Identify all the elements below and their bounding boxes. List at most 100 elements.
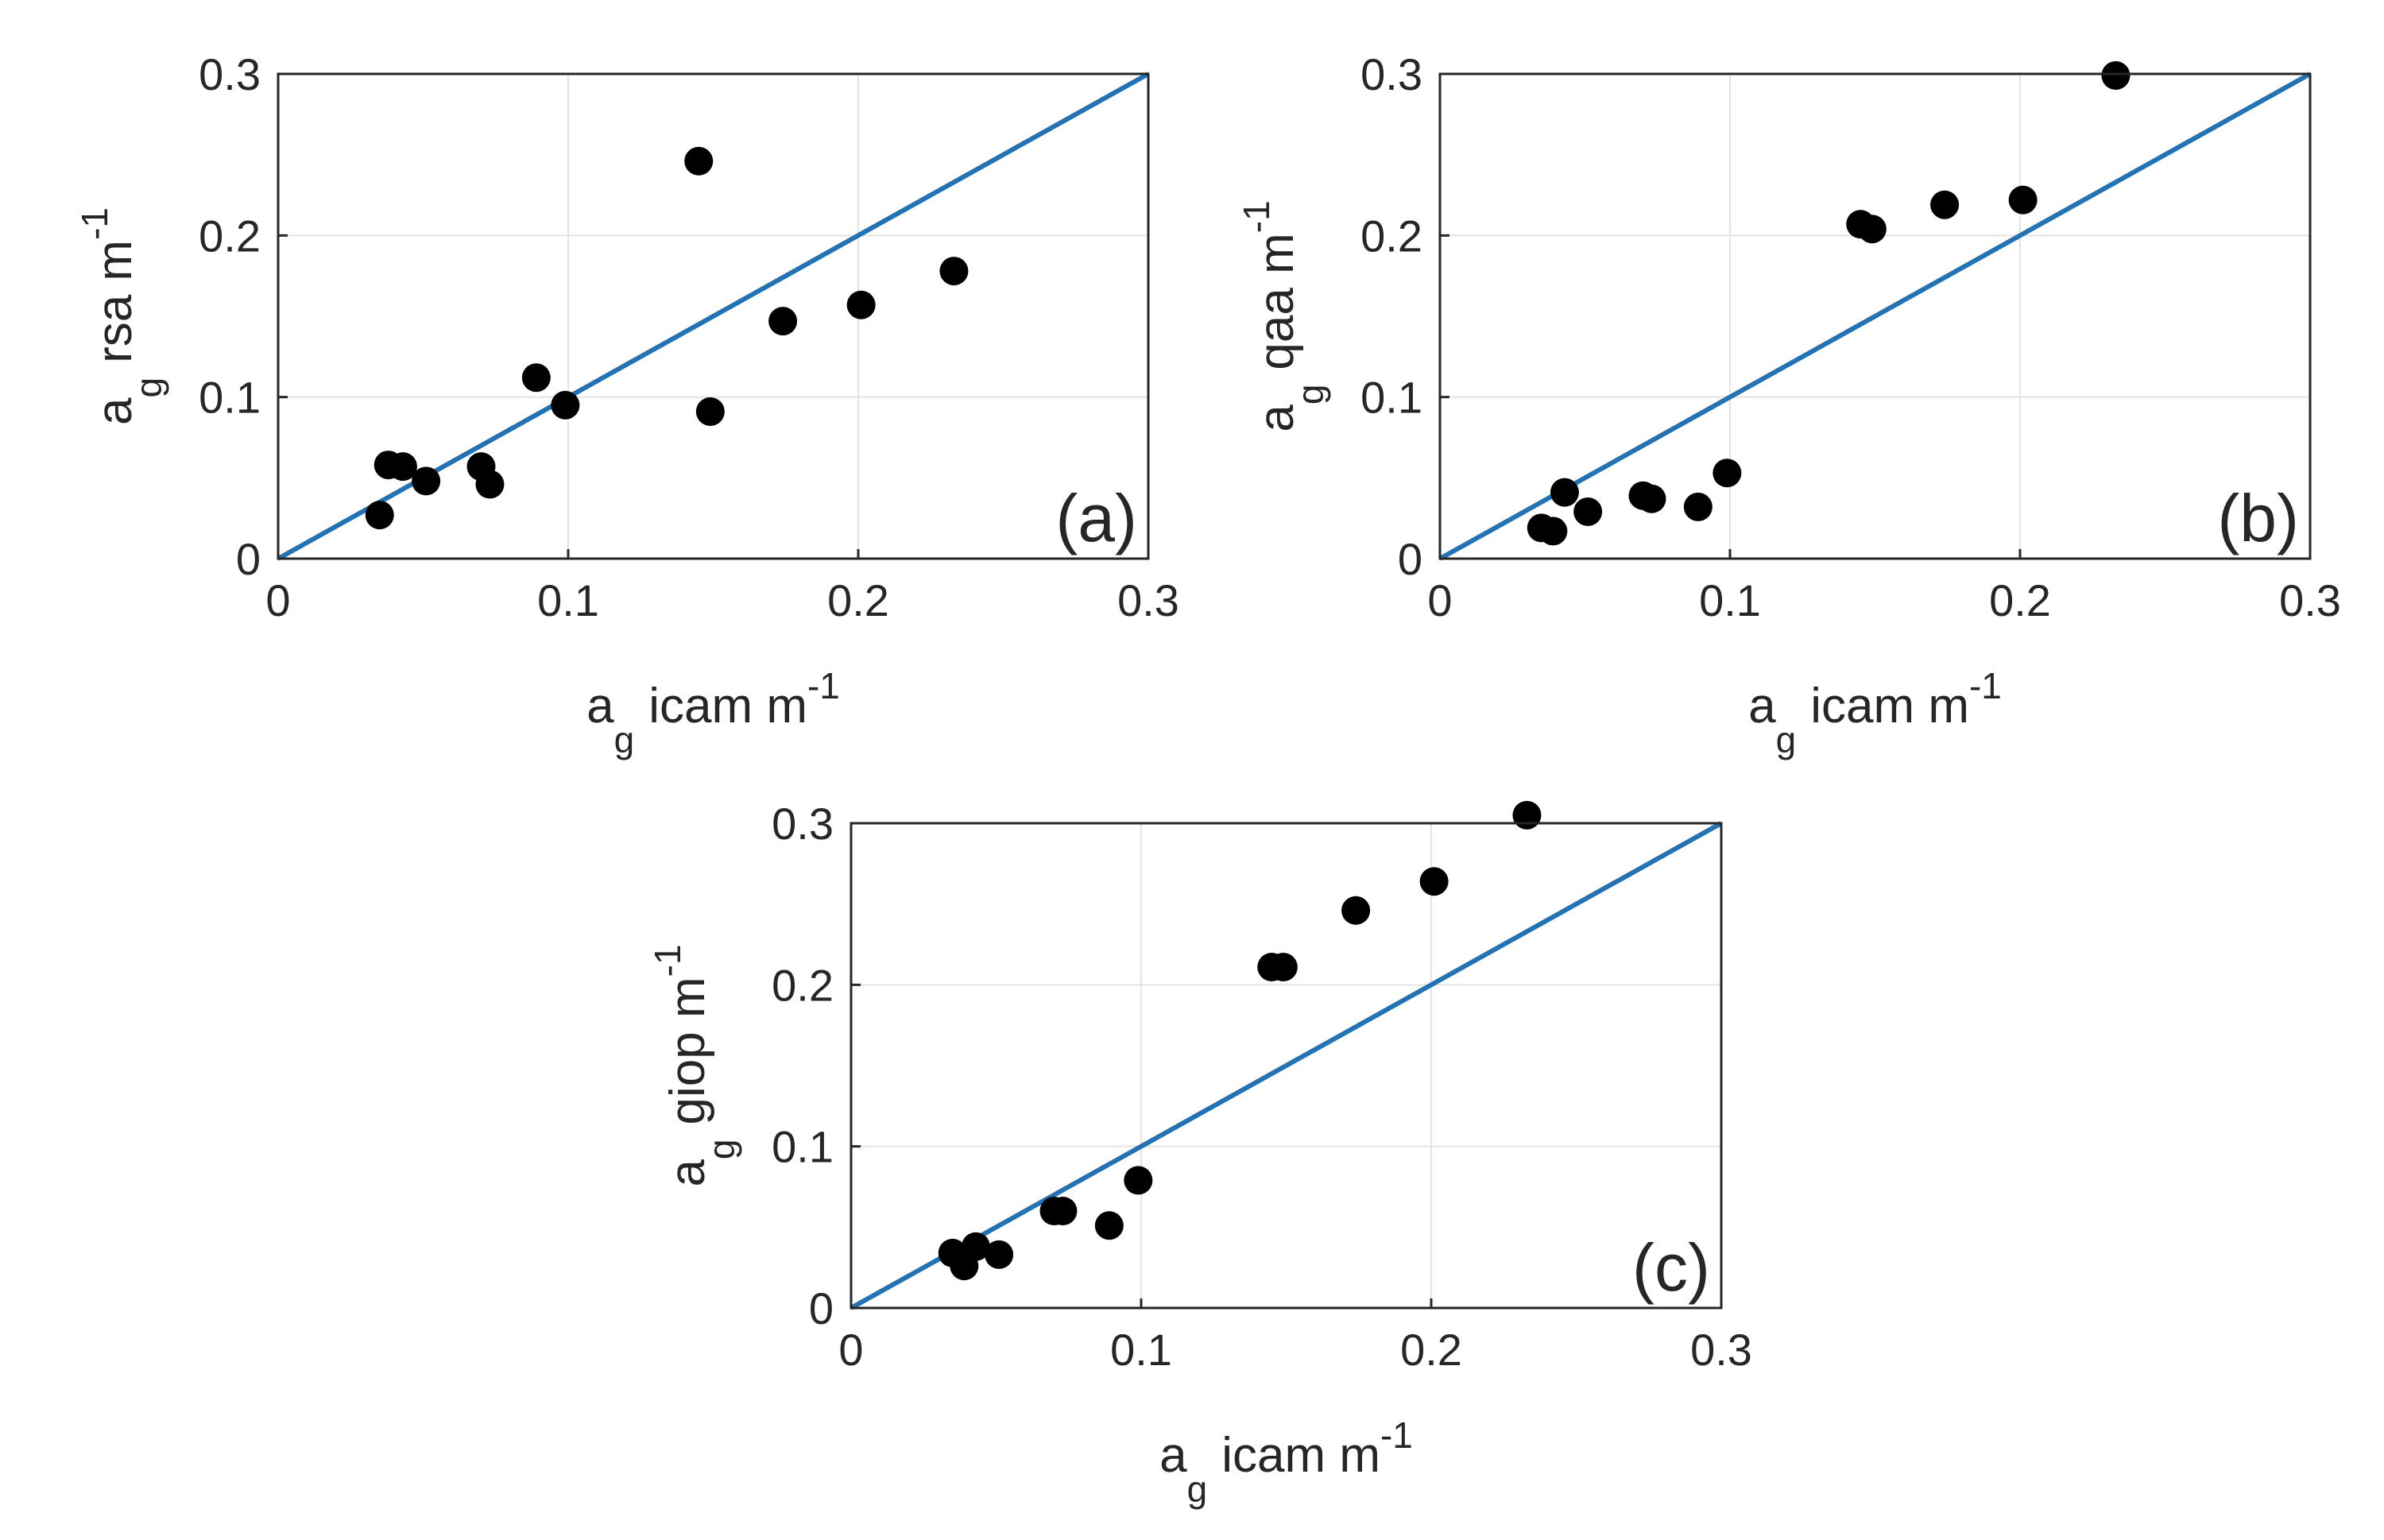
axes-frame-a [277,72,1150,560]
x-title-sub: g [614,719,635,760]
data-point [1538,517,1568,546]
y-tick-label: 0.2 [772,960,834,1010]
y-title-sup: -1 [74,207,115,240]
x-tick-label: 0.3 [1117,575,1179,625]
y-title-base: a [1249,404,1304,432]
data-point [985,1240,1014,1269]
y-tick-label: 0.3 [772,799,834,849]
data-point [412,466,441,496]
data-point [1930,190,1960,219]
x-title-base: a [1748,679,1776,733]
data-point [365,501,394,530]
x-axis-title-a: ag icam m-1 [586,665,840,760]
data-point [1419,867,1449,896]
panel-a: 0 0.1 0.2 0.300.10.20.3 (a) agicam m-1 agrs… [74,49,1179,760]
x-tick-label: 0.1 [537,575,599,625]
data-point [846,290,876,319]
x-title-main: icam m [648,679,807,733]
y-axis-title-a: ag rsa m-1 [74,207,169,425]
x-tick-label: 0.1 [1699,575,1761,625]
x-title-main: icam m [1810,679,1969,733]
data-point [1713,459,1742,488]
data-point [1341,896,1371,925]
x-title-sup: -1 [1969,665,2002,706]
y-tick-label: 0 [1398,534,1422,584]
y-title-sub: g [1290,385,1331,405]
y-tick-label: 0.3 [1360,49,1422,99]
data-point [1573,497,1603,527]
x-title-sub: g [1187,1468,1208,1510]
data-point [1268,952,1298,981]
one-to-one-line [849,821,1723,1310]
panel-b: 0 0.1 0.2 0.300.10.20.3 (b) agicam m-1 agqa… [1236,49,2341,760]
x-tick-label: 0.2 [827,575,889,625]
x-tick-label: 0 [1427,575,1452,625]
panel-c: 0 0.1 0.2 0.300.10.20.3 (c) agicam m-1 aggi… [647,799,1752,1510]
x-title-sup: -1 [1380,1414,1413,1456]
ticks-a: 0 0.1 0.2 0.3 0 0.1 0.2 0.3 [199,49,1179,625]
data-point [961,1232,990,1261]
y-tick-label: 0.1 [1360,373,1422,423]
one-to-one-line [1438,72,2312,561]
y-axis-title-c: ag giop m-1 [647,944,742,1186]
x-tick-label: 0 [265,575,290,625]
panel-label-c: (c) [1632,1230,1710,1305]
y-tick-label: 0.2 [1360,211,1422,261]
x-tick-label: 0.1 [1110,1325,1172,1375]
data-point [1550,478,1579,507]
y-title-main: qaa m [1249,233,1304,370]
x-title-sub: g [1776,719,1797,760]
y-tick-label: 0.1 [772,1122,834,1172]
data-point [768,307,798,336]
y-tick-label: 0 [236,534,261,584]
x-tick-label: 0.2 [1400,1325,1462,1375]
x-title-base: a [586,679,614,733]
y-title-main: rsa m [87,240,142,363]
axes-frame-b [1438,72,2312,560]
y-tick-label: 0.2 [199,211,261,261]
data-point [695,397,725,426]
data-point [1124,1166,1153,1195]
x-tick-label: 0.3 [1690,1325,1752,1375]
ticks-c: 0 0.1 0.2 0.3 0 0.1 0.2 0.3 [772,799,1752,1375]
data-point [1048,1197,1078,1225]
data-point [475,470,505,499]
data-point [2008,185,2038,215]
y-title-sup: -1 [1236,200,1277,233]
y-tick-label: 0.3 [199,49,261,99]
x-tick-label: 0 [838,1325,863,1375]
axes-frame-c [849,822,1723,1310]
points-a [365,146,969,530]
y-tick-label: 0 [809,1283,834,1333]
data-point [1512,800,1542,830]
data-point [2101,61,2131,91]
points-b [1527,61,2131,546]
data-point [1094,1211,1124,1240]
panel-label-b: (b) [2217,481,2299,555]
data-point [1637,484,1666,513]
x-axis-title-b: ag icam m-1 [1748,665,2002,760]
y-tick-label: 0.1 [199,373,261,423]
reference-line-layer-c [849,821,1723,1310]
panel-label-a: (a) [1055,481,1137,555]
x-title-base: a [1159,1428,1187,1483]
y-title-main: giop m [660,977,715,1124]
data-point [551,390,580,420]
x-tick-label: 0.2 [1989,575,2051,625]
y-title-base: a [87,397,142,425]
y-title-base: a [660,1159,715,1187]
reference-line-layer-b [1438,72,2312,561]
ticks-b: 0 0.1 0.2 0.3 0 0.1 0.2 0.3 [1360,49,2341,625]
y-title-sub: g [701,1139,742,1159]
data-point [521,363,551,393]
x-tick-label: 0.3 [2279,575,2341,625]
data-point [388,452,417,482]
y-title-sup: -1 [647,944,688,977]
data-point [684,146,714,176]
data-point [939,257,969,286]
y-axis-title-b: ag qaa m-1 [1236,200,1331,431]
x-title-main: icam m [1221,1428,1380,1483]
x-title-sup: -1 [807,665,840,706]
data-point [1857,215,1887,244]
